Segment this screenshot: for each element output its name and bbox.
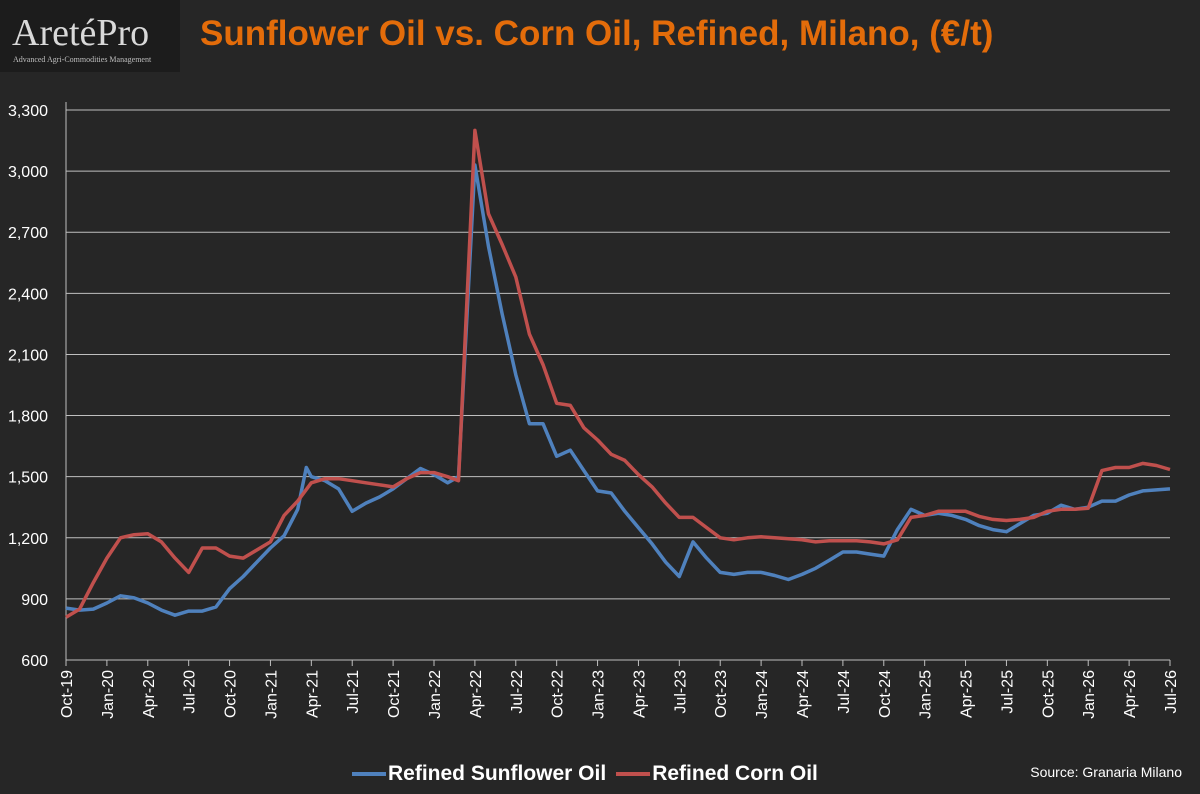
x-tick-label: Jan-25 — [918, 670, 935, 719]
legend-swatch-corn — [616, 772, 651, 776]
x-tick-label: Apr-22 — [468, 670, 485, 718]
x-tick-label: Oct-22 — [550, 670, 567, 718]
x-tick-label: Oct-19 — [59, 670, 76, 718]
legend-label-corn: Refined Corn Oil — [652, 762, 818, 785]
logo-tagline: Advanced Agri-Commodities Management — [13, 55, 152, 64]
x-tick-label: Apr-25 — [959, 670, 976, 718]
x-tick-label: Jul-23 — [672, 670, 689, 714]
legend-label-sunflower: Refined Sunflower Oil — [388, 762, 607, 785]
y-tick-label: 2,400 — [8, 286, 48, 303]
legend-item-sunflower: Refined Sunflower Oil — [352, 762, 606, 786]
x-tick-label: Jul-21 — [345, 670, 362, 714]
logo-brand-name: AretéPro — [12, 12, 150, 54]
brand-logo: AretéPro Advanced Agri-Commodities Manag… — [0, 0, 180, 72]
y-tick-label: 2,700 — [8, 225, 48, 242]
x-tick-label: Apr-26 — [1122, 670, 1139, 718]
x-tick-label: Oct-23 — [713, 670, 730, 718]
x-tick-label: Apr-21 — [304, 670, 321, 718]
x-tick-label: Oct-25 — [1040, 670, 1057, 718]
y-tick-label: 3,300 — [8, 103, 48, 120]
x-tick-label: Apr-20 — [141, 670, 158, 718]
x-tick-label: Oct-20 — [223, 670, 240, 718]
series-lines — [65, 128, 1171, 619]
x-tick-label: Jan-22 — [427, 670, 444, 719]
x-tick-label: Jul-24 — [836, 670, 853, 714]
x-tick-label: Apr-24 — [795, 670, 812, 718]
y-tick-label: 3,000 — [8, 164, 48, 181]
legend-item-corn: Refined Corn Oil — [616, 762, 818, 786]
x-tick-label: Jan-21 — [263, 670, 280, 719]
x-tick-label: Jul-20 — [182, 670, 199, 714]
chart-legend: Refined Sunflower Oil Refined Corn Oil — [352, 761, 824, 787]
x-tick-label: Jul-25 — [999, 670, 1016, 714]
x-tick-label: Oct-24 — [877, 670, 894, 718]
chart-title: Sunflower Oil vs. Corn Oil, Refined, Mil… — [200, 14, 994, 53]
y-tick-label: 1,500 — [8, 470, 48, 487]
x-tick-label: Oct-21 — [386, 670, 403, 718]
y-tick-label: 2,100 — [8, 347, 48, 364]
corn-oil-line — [65, 128, 1171, 619]
y-tick-label: 1,800 — [8, 409, 48, 426]
gridlines — [66, 109, 1170, 600]
axes: 600 900 1,200 1,500 1,800 2,100 2,400 2,700 3,00… — [8, 102, 1180, 719]
sunflower-oil-line — [65, 163, 1171, 617]
x-tick-label: Apr-23 — [631, 670, 648, 718]
y-tick-label: 900 — [21, 592, 48, 609]
x-tick-label: Jan-20 — [100, 670, 117, 719]
x-tick-label: Jan-26 — [1081, 670, 1098, 719]
x-tick-label: Jan-24 — [754, 670, 771, 719]
source-note: Source: Granaria Milano — [1030, 764, 1182, 780]
x-tick-label: Jan-23 — [591, 670, 608, 719]
x-tick-label: Jul-22 — [509, 670, 526, 714]
legend-swatch-sunflower — [352, 772, 386, 776]
x-tick-label: Jul-26 — [1163, 670, 1180, 714]
y-tick-label: 600 — [21, 653, 48, 670]
y-tick-label: 1,200 — [8, 531, 48, 548]
